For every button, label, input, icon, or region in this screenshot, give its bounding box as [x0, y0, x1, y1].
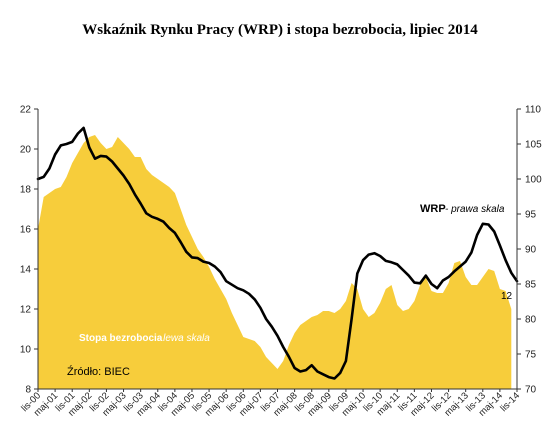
left-tick-label: 12 [20, 305, 32, 316]
wrp-series-sublabel: - prawa skala [445, 204, 505, 215]
unemployment-area [37, 134, 512, 389]
left-tick-label: 22 [20, 105, 32, 116]
right-tick-label: 75 [525, 350, 537, 361]
right-tick-label: 110 [525, 105, 541, 116]
unemployment-area-path [38, 135, 512, 389]
right-tick-label: 100 [525, 175, 542, 186]
end-value-label: 12 [501, 291, 513, 302]
left-tick-label: 20 [20, 145, 32, 156]
right-tick-label: 85 [525, 280, 537, 291]
right-tick-label: 80 [525, 315, 537, 326]
chart-title: Wskaźnik Rynku Pracy (WRP) i stopa bezro… [82, 22, 478, 38]
left-tick-label: 14 [20, 265, 32, 276]
right-tick-label: 70 [525, 385, 537, 396]
wrp-series-label: WRP [420, 203, 446, 215]
unemployment-series-label: Stopa bezrobocia [79, 333, 163, 344]
right-tick-label: 90 [525, 245, 537, 256]
right-tick-label: 95 [525, 210, 537, 221]
left-tick-label: 18 [20, 185, 32, 196]
source-label: Źródło: BIEC [67, 365, 130, 378]
left-tick-label: 16 [20, 225, 32, 236]
left-tick-label: 10 [20, 345, 32, 356]
x-tick-label: lis-14 [498, 390, 522, 414]
labels: WRP - prawa skala Stopa bezrobocia- lewa s… [67, 203, 513, 378]
right-tick-label: 105 [525, 140, 542, 151]
left-tick-label: 8 [25, 385, 31, 396]
unemployment-series-sublabel: - lewa skala [157, 333, 210, 344]
